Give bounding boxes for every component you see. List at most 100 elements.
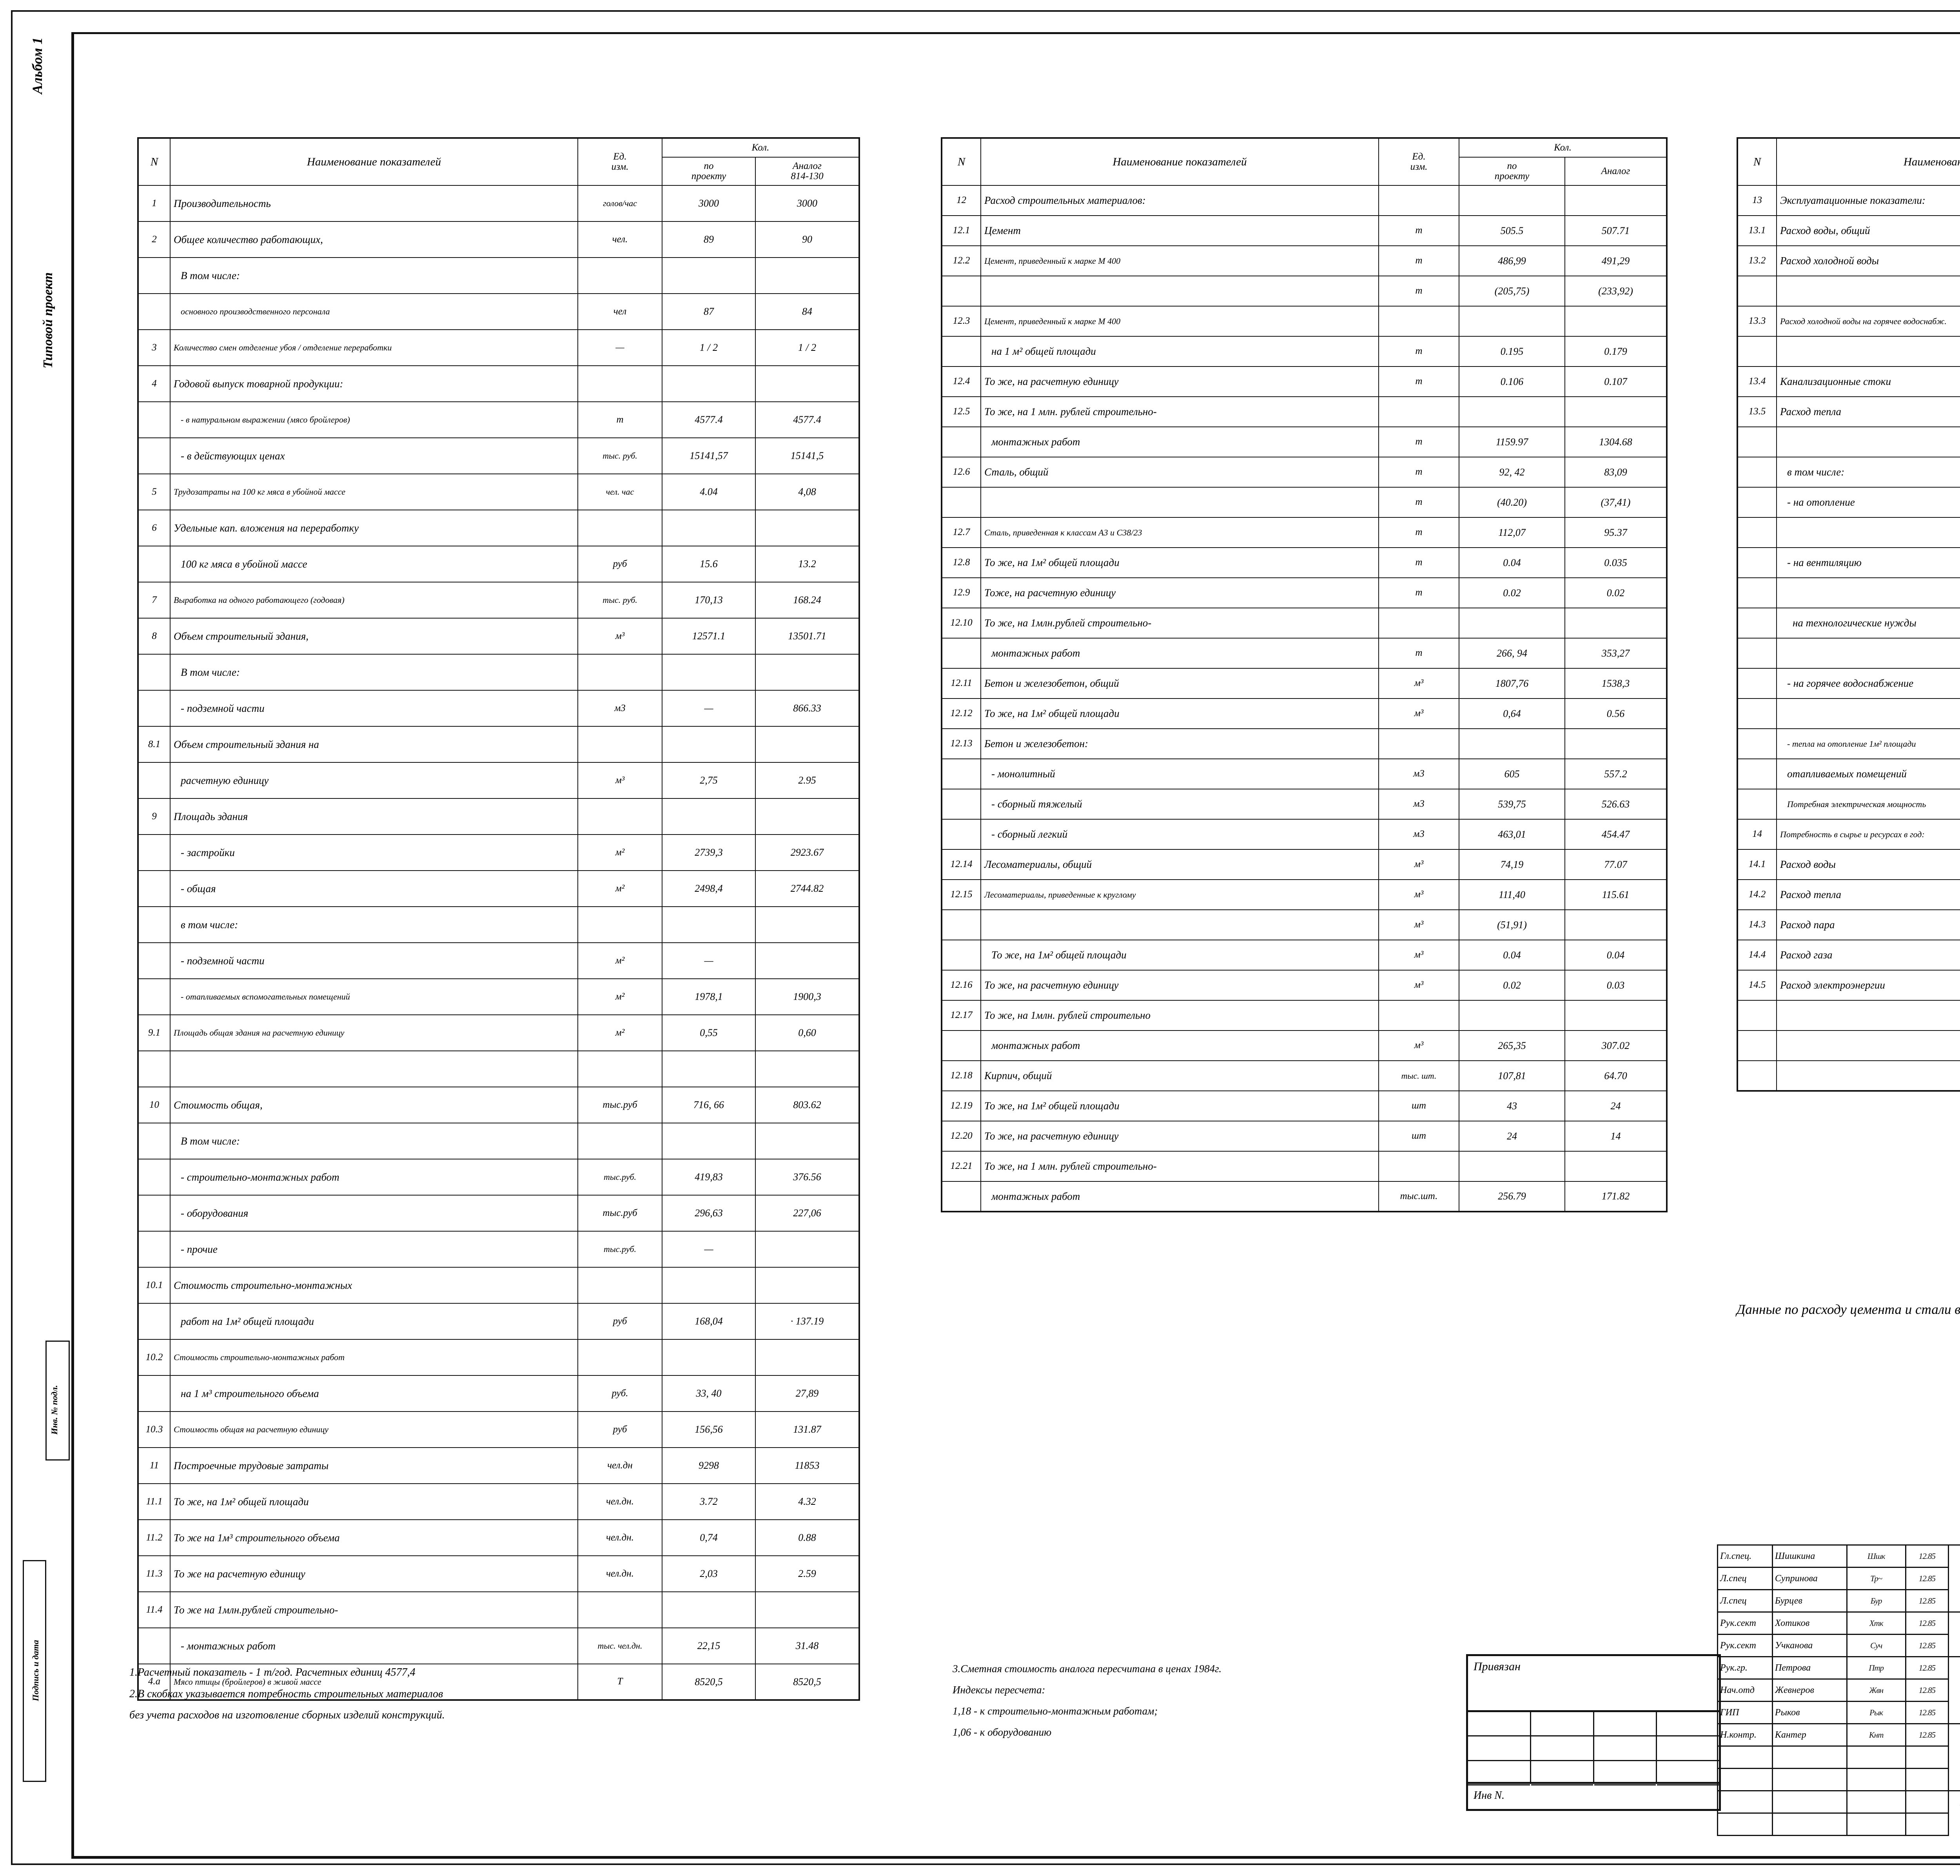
row-indicator-name: Площадь здания: [170, 798, 578, 835]
row-indicator-name: Потребность в сырье и ресурсах в год:: [1776, 819, 1960, 850]
note-item: 1,18 - к строительно-монтажным работам;: [953, 1705, 1158, 1717]
table-row: - монтажных работ тыс. чел.дн. 22,15 31.48: [138, 1627, 860, 1664]
row-indicator-name: То же на расчетную единицу: [170, 1555, 578, 1592]
row-unit: т: [1378, 426, 1459, 457]
table-row: - в действующих ценах тыс. руб. 15141,57 15…: [138, 437, 860, 474]
row-number: 11: [138, 1447, 171, 1484]
row-value-analog: [1564, 909, 1667, 940]
row-indicator-name: [1776, 638, 1960, 669]
title-block-row: Л.спец Бурцев Бур 12.85: [1717, 1589, 1960, 1613]
th2-qty: Кол.: [1459, 138, 1667, 158]
table-row: ——: [1737, 638, 1960, 669]
table-row: 13.3 Расход холодной воды на горячее водо…: [1737, 306, 1960, 337]
th-by-project-l2: проекту: [691, 171, 726, 181]
th-by-project-l1: по: [704, 160, 714, 171]
row-value-project: [662, 654, 756, 691]
row-indicator-name: Стоимость общая,: [170, 1087, 578, 1123]
row-number: 2: [138, 221, 171, 258]
table-row: 11.4 То же на 1млн.рублей строительно-: [138, 1591, 860, 1628]
row-indicator-name: Цемент, приведенный к марке М 400: [980, 306, 1379, 337]
row-value-project: [662, 365, 756, 402]
row-indicator-name: - подземной части: [170, 942, 578, 979]
indicators-table-2: N Наименование показателей Ед. изм. Кол.…: [941, 137, 1682, 1212]
row-value-project: 0.02: [1459, 577, 1565, 608]
th2-name: Наименование показателей: [980, 138, 1379, 186]
row-number: 12.16: [941, 970, 981, 1001]
row-value-project: [1459, 608, 1565, 639]
row-indicator-name: Лесоматериалы, общий: [980, 849, 1379, 880]
row-number: [138, 906, 171, 943]
row-number: 10.1: [138, 1267, 171, 1304]
stamp-signatory-role: ГИП: [1717, 1701, 1773, 1724]
table-row: 12.9 Тоже, на расчетную единицу т 0.02 0.02: [941, 577, 1667, 608]
table-row: 12.4 То же, на расчетную единицу т 0.106 0.1…: [941, 366, 1667, 397]
row-value-analog: 168.24: [755, 582, 860, 619]
row-indicator-name: [1776, 1060, 1960, 1091]
stamp-signatory-sign: [1846, 1812, 1906, 1836]
row-unit: т: [1378, 487, 1459, 518]
row-value-project: 716, 66: [662, 1087, 756, 1123]
row-number: 13: [1737, 185, 1777, 216]
row-value-analog: · 137.19: [755, 1303, 860, 1340]
th3-number: N: [1737, 138, 1777, 186]
row-indicator-name: [1776, 336, 1960, 367]
row-indicator-name: - на вентиляцию: [1776, 547, 1960, 578]
stamp-signatory-name: Жевнеров: [1771, 1678, 1847, 1702]
row-unit: [1378, 1151, 1459, 1182]
row-value-project: [662, 798, 756, 835]
row-unit: м³: [1378, 1030, 1459, 1061]
row-number: [1737, 487, 1777, 518]
row-value-analog: 0.04: [1564, 940, 1667, 971]
row-number: [1737, 638, 1777, 669]
row-number: 13.3: [1737, 306, 1777, 337]
stamp-project-code: ТП 805-5-5.86: [1948, 1544, 1960, 1613]
row-number: 3: [138, 329, 171, 366]
table-row: кВт1337,61517,4: [1737, 426, 1960, 457]
row-number: [941, 426, 981, 457]
row-number: [138, 257, 171, 294]
table-1-body: 1 Производительность голов/час 3000 3000 2 Общ…: [138, 185, 860, 1700]
stamp-signatory-role: [1717, 1745, 1773, 1769]
row-value-project: 3000: [662, 185, 756, 222]
row-unit: м3: [1378, 758, 1459, 789]
table-row: 4 Годовой выпуск товарной продукции:: [138, 365, 860, 402]
row-number: 10.3: [138, 1411, 171, 1448]
row-value-analog: [1564, 306, 1667, 337]
row-value-analog: 0,60: [755, 1014, 860, 1051]
row-unit: м²: [577, 942, 662, 979]
row-value-analog: [755, 365, 860, 402]
row-value-project: (40.20): [1459, 487, 1565, 518]
row-value-analog: 2.59: [755, 1555, 860, 1592]
table-row: 11.1 То же, на 1м² общей площади чел.дн. 3.…: [138, 1483, 860, 1520]
stamp-signatory-date: [1905, 1812, 1949, 1836]
table-row: - общая м² 2498,4 2744.82: [138, 870, 860, 907]
table-row: м³/сут.288,99462.78: [1737, 276, 1960, 307]
row-indicator-name: То же, на расчетную единицу: [980, 366, 1379, 397]
table-row: [1737, 1000, 1960, 1031]
row-number: [138, 978, 171, 1015]
privyazan-col: [1594, 1712, 1657, 1785]
row-value-project: 4.04: [662, 474, 756, 510]
th2-unit: Ед. изм.: [1378, 138, 1459, 186]
stamp-signatory-sign: Птр: [1846, 1656, 1906, 1680]
row-indicator-name: [980, 276, 1379, 307]
table-row: - сборный тяжелый м3 539,75 526.63: [941, 789, 1667, 820]
table-row: 9 Площадь здания: [138, 798, 860, 835]
row-value-project: 0.195: [1459, 336, 1565, 367]
row-unit: [1378, 1000, 1459, 1031]
row-indicator-name: - монолитный: [980, 758, 1379, 789]
row-value-project: 15141,57: [662, 437, 756, 474]
row-value-analog: 90: [755, 221, 860, 258]
row-unit: [1378, 608, 1459, 639]
row-number: 12.8: [941, 547, 981, 578]
row-unit: чел.дн.: [577, 1519, 662, 1556]
stamp-signatory-role: Л.спец: [1717, 1589, 1773, 1613]
row-number: 9: [138, 798, 171, 835]
indicators-table-3: N Наименование показателей Ед. изм Кол. …: [1737, 137, 1960, 1092]
row-unit: шт: [1378, 1090, 1459, 1121]
table-row: 7 Выработка на одного работающего (годова…: [138, 582, 860, 619]
row-number: [1737, 789, 1777, 820]
